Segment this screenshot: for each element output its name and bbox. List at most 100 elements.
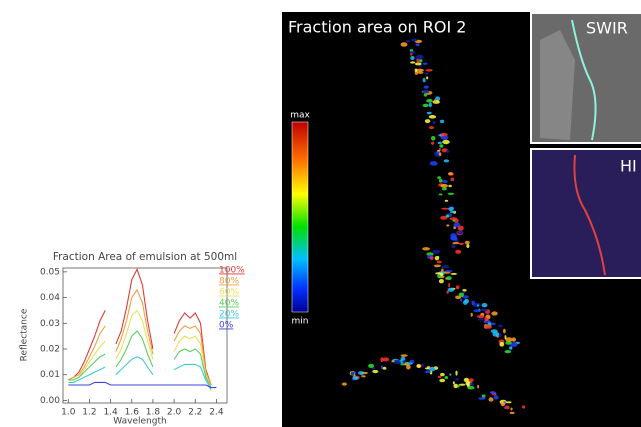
map-speck: [438, 193, 443, 196]
y-axis-label: Reflectance: [20, 308, 30, 361]
x-tick-label: 2.4: [209, 408, 224, 418]
map-speck: [380, 357, 384, 363]
x-tick-label: 1.6: [125, 408, 140, 418]
map-speck: [432, 249, 441, 254]
map-speck: [415, 68, 424, 73]
map-speck: [455, 285, 460, 290]
map-speck: [439, 144, 444, 148]
map-speck: [469, 382, 474, 387]
map-speck: [442, 139, 450, 145]
x-tick-label: 2.2: [188, 408, 202, 418]
y-tick-label: 0.04: [40, 293, 60, 303]
map-speck: [480, 308, 488, 312]
map-speck: [428, 126, 435, 130]
map-speck: [509, 411, 515, 415]
map-speck: [405, 40, 411, 43]
map-speck: [451, 244, 456, 249]
map-speck: [361, 375, 366, 378]
map-speck: [437, 375, 442, 378]
map-speck: [445, 270, 453, 273]
map-speck: [431, 141, 435, 145]
map-speck: [438, 178, 443, 183]
legend-label: 40%: [219, 299, 239, 309]
map-speck: [433, 264, 441, 268]
map-speck: [457, 384, 460, 388]
map-speck: [425, 69, 433, 72]
map-speck: [434, 256, 440, 261]
map-speck: [350, 371, 355, 377]
map-speck: [466, 244, 470, 248]
map-speck: [414, 62, 422, 66]
map-speck: [458, 383, 466, 386]
map-speck: [424, 370, 432, 374]
map-speck: [400, 354, 408, 357]
map-speck: [452, 242, 460, 245]
series-line: [68, 381, 217, 389]
map-speck: [504, 405, 510, 410]
hi-streak: [573, 154, 606, 276]
spectrum-chart: Fraction Area of emulsion at 500ml Refle…: [20, 251, 246, 427]
map-speck: [438, 152, 442, 157]
image-panel: Fraction area on ROI 2 max min SWIR HI: [282, 12, 641, 427]
hi-label: HI: [620, 157, 637, 176]
map-speck: [417, 71, 424, 74]
map-speck: [450, 272, 458, 275]
map-speck: [450, 177, 455, 182]
legend-label: 20%: [219, 310, 239, 320]
map-speck: [415, 43, 420, 47]
map-speck: [429, 366, 436, 372]
map-speck: [484, 324, 493, 329]
x-tick-label: 1.2: [82, 408, 96, 418]
x-tick-label: 1.8: [146, 408, 161, 418]
map-speck: [436, 260, 442, 264]
map-speck: [446, 150, 450, 153]
map-speck: [381, 365, 383, 370]
x-axis-label: Wavelength: [113, 417, 166, 427]
map-speck: [428, 115, 437, 119]
map-speck: [419, 59, 423, 63]
map-speck: [435, 272, 442, 275]
map-speck: [416, 364, 421, 368]
map-speck: [428, 102, 432, 108]
map-speck: [426, 111, 432, 115]
map-speck: [441, 265, 450, 269]
map-speck: [456, 230, 464, 235]
map-speck: [453, 222, 461, 228]
map-speck: [391, 360, 395, 363]
legend-label: 100%: [219, 266, 245, 276]
map-speck: [498, 333, 502, 338]
x-tick-label: 2.0: [167, 408, 182, 418]
image-title: Fraction area on ROI 2: [288, 18, 466, 37]
colorbar: [291, 121, 309, 313]
x-tick-label: 1.4: [103, 408, 118, 418]
map-speck: [450, 211, 456, 214]
map-speck: [422, 103, 429, 108]
map-speck: [506, 401, 512, 404]
map-speck: [449, 373, 452, 376]
map-speck: [441, 187, 447, 191]
map-speck: [423, 85, 429, 89]
map-speck: [400, 356, 406, 362]
map-speck: [504, 350, 512, 354]
map-speck: [439, 119, 445, 124]
plot-frame: [62, 267, 228, 404]
map-speck: [468, 378, 474, 382]
map-speck: [477, 384, 480, 389]
map-speck: [414, 70, 419, 75]
map-speck: [420, 363, 425, 367]
map-speck: [409, 53, 413, 56]
map-speck: [446, 276, 452, 281]
map-speck: [449, 217, 458, 221]
swir-streak: [571, 19, 597, 141]
map-speck: [505, 337, 513, 343]
map-speck: [477, 318, 484, 321]
map-speck: [438, 279, 444, 284]
map-speck: [510, 407, 513, 411]
map-speck: [491, 311, 498, 316]
map-speck: [448, 184, 452, 188]
legend-label: 60%: [219, 288, 239, 298]
map-speck: [477, 315, 485, 319]
y-tick-label: 0.01: [40, 370, 60, 380]
map-speck: [432, 120, 436, 125]
map-speck: [478, 397, 486, 400]
